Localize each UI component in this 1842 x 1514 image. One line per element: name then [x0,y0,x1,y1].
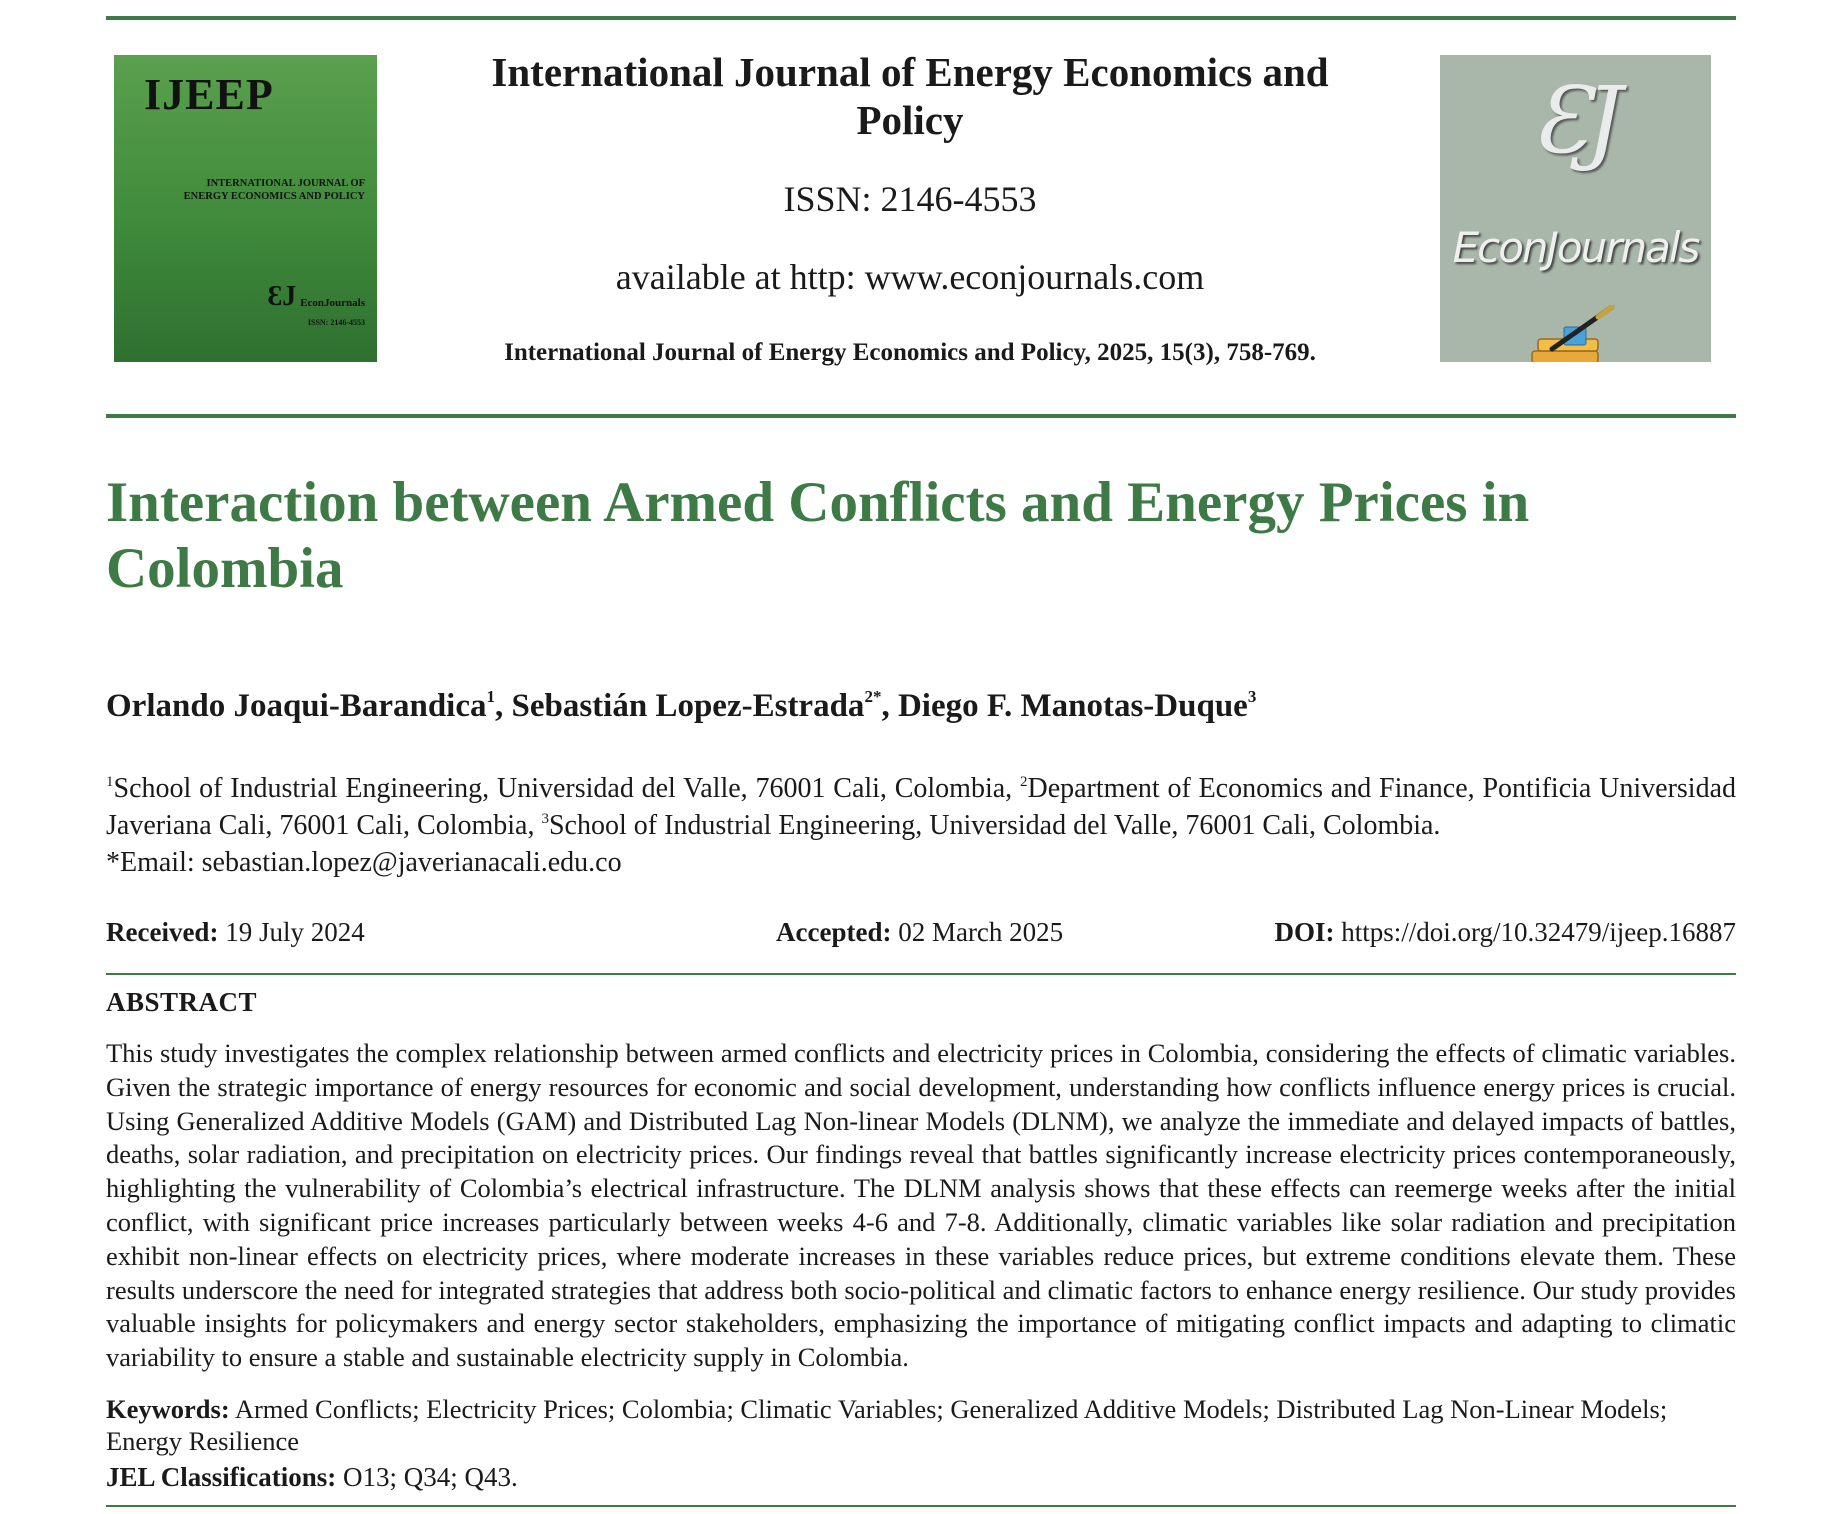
jel-classifications: JEL Classifications: O13; Q34; Q43. [106,1462,518,1492]
cover-full-title: INTERNATIONAL JOURNAL OF ENERGY ECONOMIC… [183,178,365,202]
journal-availability: available at http: www.econjournals.com [615,257,1205,297]
journal-issn: ISSN: 2146-4553 [783,179,1037,219]
author-affiliation-mark: 3 [1247,687,1257,706]
logo-text: EconJournals [1452,223,1701,272]
affiliation-1: School of Industrial Engineering, Univer… [113,773,1020,804]
abstract-heading: ABSTRACT [106,987,258,1017]
corresponding-email[interactable]: *Email: sebastian.lopez@javerianacali.ed… [106,847,622,878]
article-citation: International Journal of Energy Economic… [504,339,1316,366]
cover-publisher-logo: ƐJ EconJournals [267,283,365,311]
doi-link[interactable]: DOI: https://doi.org/10.32479/ijeep.1688… [1274,917,1737,947]
dates-row: Received: 19 July 2024 Accepted: 02 Marc… [106,917,1736,953]
top-rule [106,16,1736,20]
abstract-text: This study investigates the complex rela… [106,1038,1736,1373]
affiliations: 1School of Industrial Engineering, Unive… [106,773,1736,878]
abstract-top-rule [106,973,1736,975]
abstract-bottom-rule [106,1505,1736,1507]
accepted-date: Accepted: 02 March 2025 [776,917,1064,947]
keywords: Keywords: Armed Conflicts; Electricity P… [106,1394,1668,1456]
author-list: Orlando Joaqui-Barandica1, Sebastián Lop… [106,687,1257,724]
cover-logo-mark: ƐJ [267,281,297,312]
affiliation-3: School of Industrial Engineering, Univer… [548,810,1441,841]
cover-logo-text: EconJournals [300,297,365,309]
journal-title: International Journal of Energy Economic… [491,49,1329,143]
affiliation-2: Department of Economics and Finance, Pon… [106,773,1736,841]
author-affiliation-mark: 1 [486,687,495,706]
cover-issn: ISSN: 2146-4553 [307,318,365,327]
header-bottom-rule [106,414,1736,418]
received-date: Received: 19 July 2024 [106,917,365,947]
journal-cover: IJEEP INTERNATIONAL JOURNAL OF ENERGY EC… [114,55,377,362]
author-name: Orlando Joaqui-Barandica [106,688,487,724]
author-affiliation-mark: 2* [864,687,882,706]
econjournals-logo: ƐJ EconJournals [1440,55,1711,362]
author-name: Diego F. Manotas-Duque [897,688,1248,724]
logo-mark: ƐJ [1532,67,1622,174]
author-name: Sebastián Lopez-Estrada [511,688,865,724]
article-title: Interaction between Armed Conflicts and … [106,471,1530,600]
books-with-pen-icon [1531,305,1615,362]
cover-abbreviation: IJEEP [144,70,274,119]
